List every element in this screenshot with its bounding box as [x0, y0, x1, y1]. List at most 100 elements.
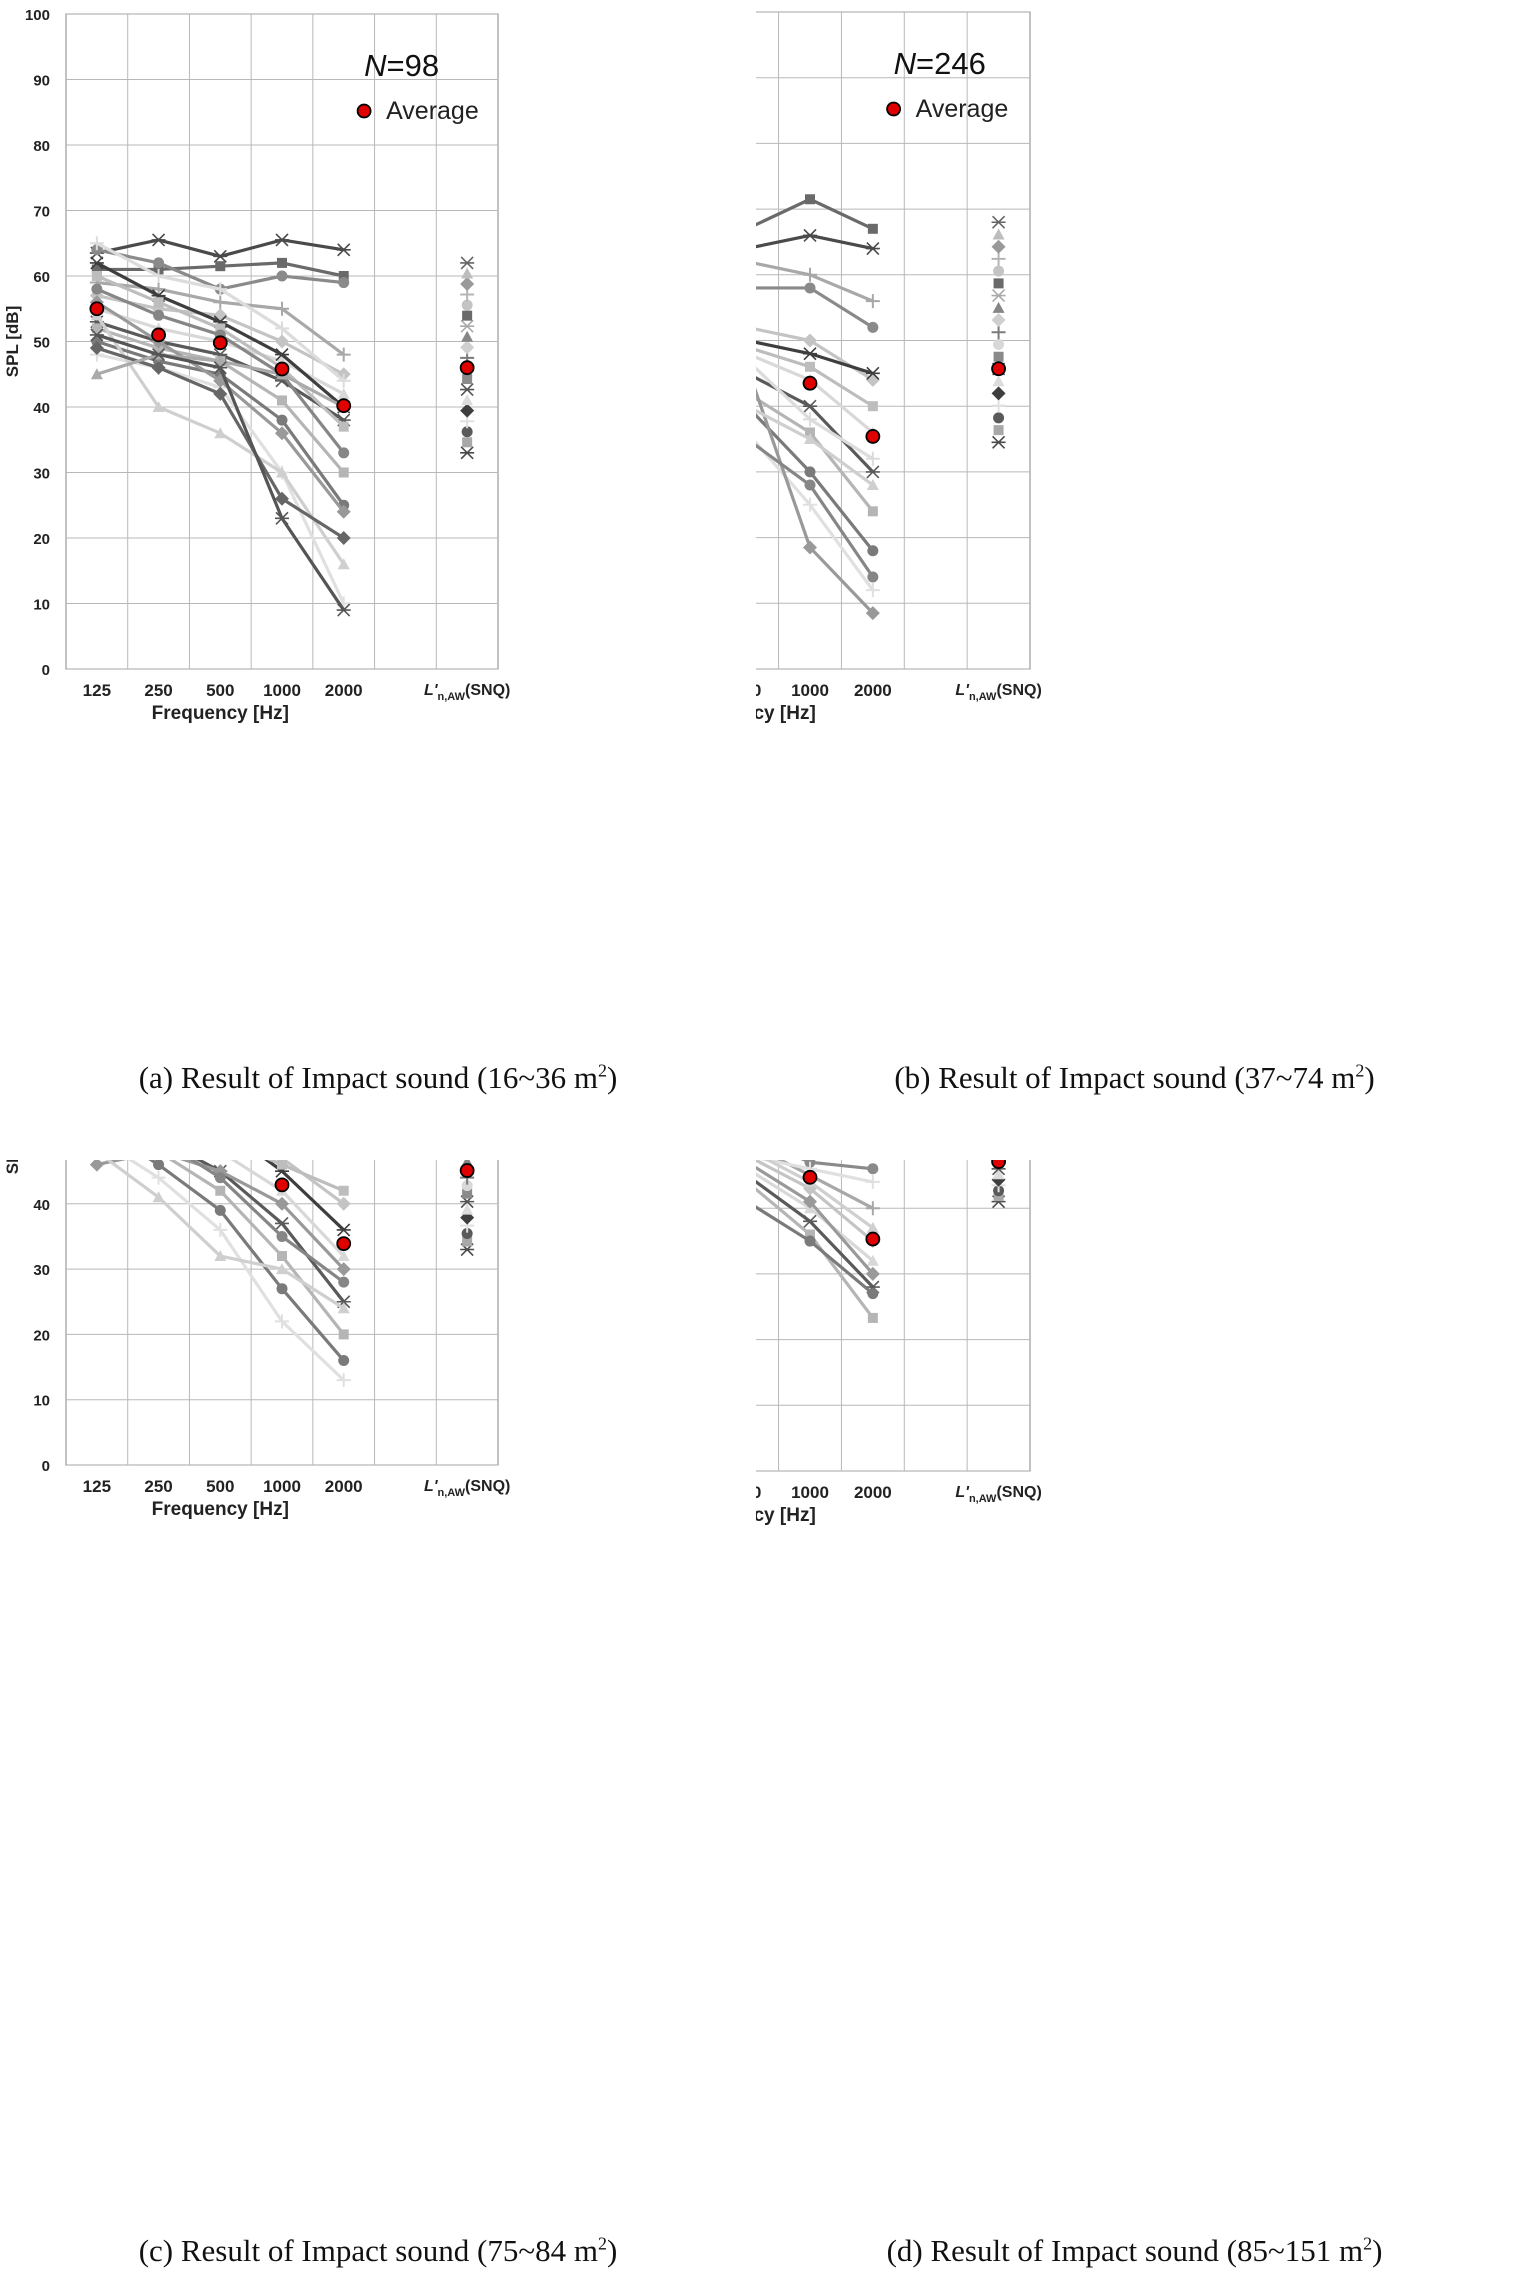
snq-point — [991, 435, 1006, 449]
snq-point — [461, 1180, 473, 1192]
series-line — [264, 1160, 345, 1232]
series-point — [803, 540, 817, 555]
n-label: N=246 — [894, 46, 986, 81]
series-point — [276, 466, 288, 478]
series-line — [760, 1160, 874, 1184]
series-point — [805, 1229, 815, 1240]
series-point — [336, 1262, 351, 1277]
series-line — [756, 286, 874, 329]
snq-point — [993, 278, 1004, 289]
series-point — [277, 1251, 287, 1262]
series-point — [151, 360, 166, 375]
series-point — [91, 271, 102, 281]
series-point — [338, 1276, 350, 1288]
series-point — [276, 270, 288, 282]
series-point — [338, 1355, 350, 1367]
series-line — [756, 1205, 874, 1295]
series-line — [756, 396, 875, 513]
series-point — [336, 373, 351, 388]
n-label: N=98 — [364, 48, 439, 83]
snq-point — [993, 412, 1005, 424]
series-line — [756, 409, 874, 487]
x-tick-label: 125 — [83, 1477, 111, 1496]
series-point — [865, 606, 880, 621]
series-point — [275, 233, 289, 247]
series-point — [215, 261, 226, 272]
legend-label: Average — [916, 95, 1009, 123]
series-point — [803, 228, 817, 242]
series-point — [866, 479, 879, 491]
series-point — [804, 433, 816, 445]
snq-point — [992, 301, 1005, 313]
series-point — [214, 1172, 226, 1184]
plot-area — [756, 1160, 1031, 1472]
snq-point — [461, 299, 473, 311]
series-point — [89, 328, 104, 342]
snq-point — [991, 239, 1006, 254]
snq-point — [461, 1203, 474, 1215]
series-point — [277, 257, 287, 268]
snq-point — [461, 426, 473, 438]
series-point — [803, 497, 817, 512]
x-tick-label: 125 — [83, 681, 111, 700]
series-line — [756, 443, 875, 578]
series-sample — [756, 194, 878, 234]
series-sample — [756, 228, 880, 256]
series-point — [153, 297, 164, 308]
y-tick-label: 60 — [33, 269, 50, 286]
series-sample — [89, 236, 351, 388]
series-point — [867, 321, 879, 333]
series-point — [277, 395, 287, 406]
snq-point — [991, 215, 1006, 229]
series-point — [867, 571, 879, 583]
y-tick-label: 100 — [25, 7, 50, 24]
average-snq-point — [459, 1163, 475, 1178]
series-sample — [148, 1160, 350, 1367]
chart-c: 0102030405060708090100N=204Average125250… — [3, 1160, 510, 1520]
series-sample — [89, 1160, 351, 1277]
x-tick-label: 500 — [756, 681, 761, 700]
snq-axis-label: L'n,AW(SNQ) — [424, 1478, 510, 1499]
series-point — [865, 465, 880, 479]
snq-point — [992, 375, 1005, 387]
x-tick-label: 1000 — [263, 1477, 301, 1496]
x-tick-label: 500 — [756, 1483, 761, 1502]
series-sample — [90, 309, 350, 570]
series-line — [777, 1160, 874, 1210]
series-point — [803, 1194, 817, 1209]
y-axis-title: SPL [dB] — [3, 306, 22, 377]
series-line — [756, 366, 874, 461]
series-point — [867, 223, 878, 234]
series-point — [151, 233, 166, 247]
series-point — [866, 1254, 879, 1266]
y-axis-title: SPL [dB] — [3, 1160, 22, 1174]
x-tick-label: 2000 — [854, 681, 892, 700]
y-tick-label: 20 — [33, 1327, 50, 1344]
x-tick-label: 1000 — [791, 681, 829, 700]
series-point — [803, 333, 817, 348]
x-tick-label: 2000 — [325, 681, 363, 700]
series-point — [338, 467, 349, 478]
series-line — [756, 233, 874, 251]
series-point — [151, 1170, 166, 1185]
series-average — [89, 301, 475, 414]
series-point — [865, 451, 880, 466]
series-sample — [756, 348, 878, 412]
y-tick-label: 70 — [33, 204, 50, 221]
series-sample — [756, 413, 879, 557]
series-point — [867, 401, 878, 412]
y-tick-label: 80 — [33, 138, 50, 155]
series-point — [338, 271, 349, 281]
snq-point — [462, 310, 473, 321]
series-point — [865, 1174, 880, 1189]
snq-point — [992, 228, 1005, 240]
chart-panel-c: 0102030405060708090100N=204Average125250… — [0, 1160, 756, 2280]
series-point — [152, 1191, 165, 1203]
legend-marker — [356, 103, 372, 119]
snq-point — [991, 289, 1006, 303]
series-point — [804, 479, 816, 491]
series-sample — [756, 261, 880, 309]
series-point — [214, 1204, 226, 1216]
series-point — [338, 277, 350, 289]
snq-point — [461, 267, 474, 279]
